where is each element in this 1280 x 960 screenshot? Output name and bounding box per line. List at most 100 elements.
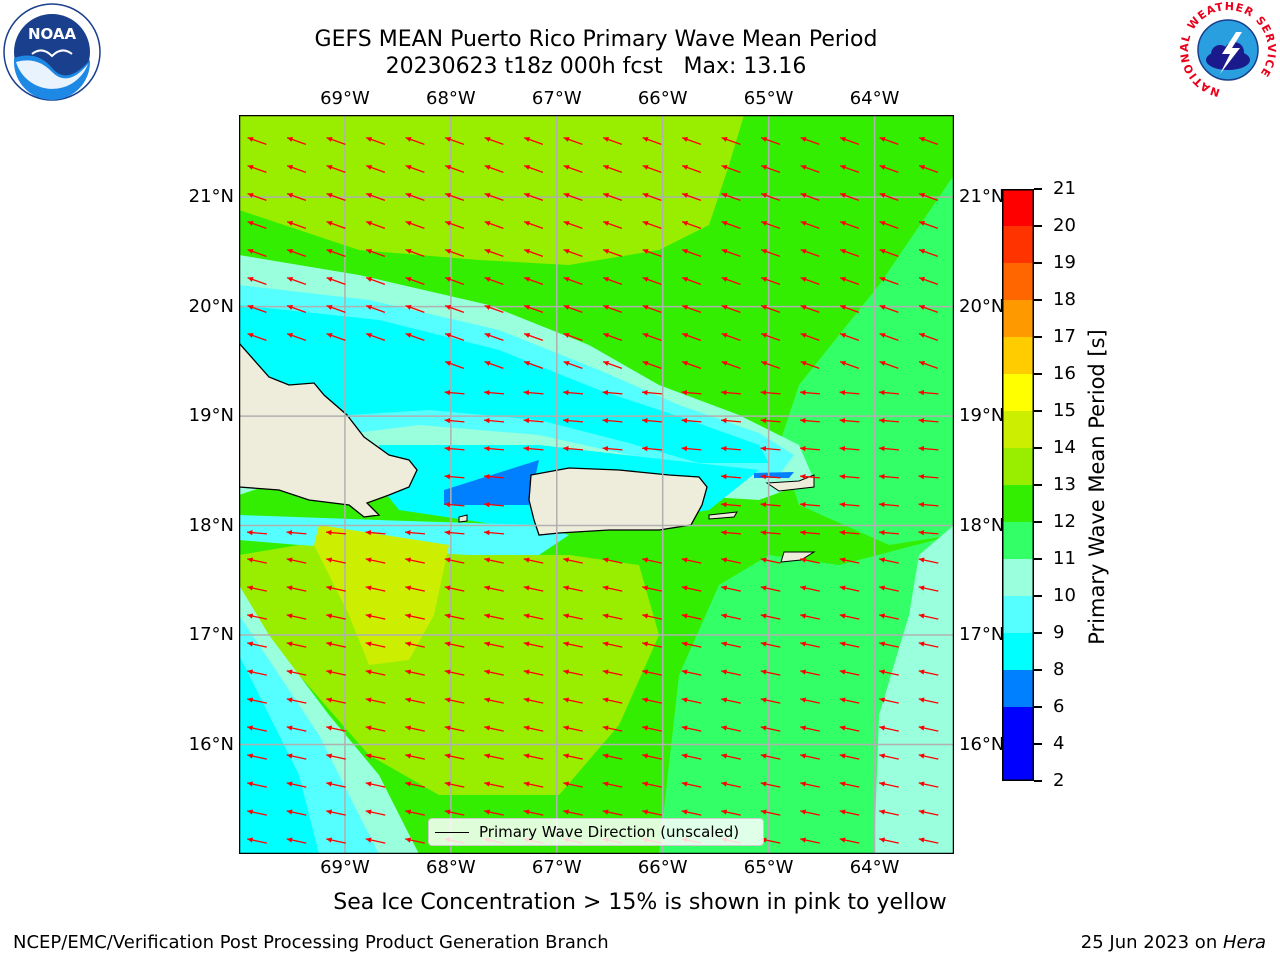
tick-label: 17°N bbox=[959, 624, 1005, 646]
wave-direction-arrow bbox=[839, 220, 860, 230]
legend-label: Primary Wave Direction (unscaled) bbox=[479, 823, 740, 841]
wave-direction-arrow bbox=[405, 585, 425, 592]
wave-direction-arrow bbox=[326, 304, 346, 314]
wave-direction-arrow bbox=[484, 725, 504, 732]
wave-direction-arrow bbox=[879, 697, 899, 704]
wave-direction-arrow bbox=[602, 304, 623, 314]
wave-direction-arrow bbox=[246, 529, 268, 536]
colorbar-tick bbox=[1034, 188, 1042, 190]
wave-direction-arrow bbox=[602, 725, 623, 732]
tick-label: 64°W bbox=[849, 88, 900, 109]
wave-direction-arrow bbox=[444, 697, 465, 704]
wave-direction-arrow bbox=[839, 529, 860, 536]
wave-direction-arrow bbox=[760, 501, 781, 508]
wave-direction-arrow bbox=[523, 613, 544, 620]
wave-direction-arrow bbox=[484, 360, 504, 370]
wave-direction-arrow bbox=[326, 641, 346, 648]
wave-direction-arrow bbox=[918, 445, 939, 452]
wave-direction-arrow bbox=[602, 417, 623, 424]
wave-direction-arrow bbox=[642, 248, 662, 258]
wave-direction-arrow bbox=[405, 697, 425, 704]
wave-direction-arrow bbox=[681, 613, 702, 620]
wave-direction-arrow bbox=[563, 641, 583, 648]
wave-direction-arrow bbox=[444, 389, 465, 396]
wave-direction-arrow bbox=[642, 276, 662, 286]
wave-direction-arrow bbox=[760, 613, 781, 620]
wave-direction-arrow bbox=[444, 585, 465, 592]
wave-direction-arrow bbox=[563, 136, 583, 146]
wave-direction-arrow bbox=[444, 557, 465, 564]
wave-direction-arrow bbox=[681, 697, 702, 704]
wave-direction-arrow bbox=[602, 220, 623, 230]
wave-direction-arrow bbox=[405, 725, 425, 732]
wave-direction-arrow bbox=[721, 669, 741, 676]
wave-direction-arrow bbox=[286, 248, 307, 258]
hispaniola-land bbox=[239, 342, 418, 518]
wave-direction-arrow bbox=[720, 417, 742, 424]
wave-direction-arrow bbox=[839, 501, 860, 508]
wave-direction-arrow bbox=[483, 389, 505, 396]
wave-direction-arrow bbox=[444, 501, 465, 508]
map-panel bbox=[239, 115, 954, 854]
tick-label: 18°N bbox=[959, 514, 1005, 536]
wave-direction-arrow bbox=[365, 164, 386, 174]
wave-direction-arrow bbox=[484, 136, 504, 146]
colorbar-swatch bbox=[1002, 633, 1034, 671]
wave-direction-arrow bbox=[800, 641, 820, 648]
tick-label: 21°N bbox=[188, 186, 234, 208]
wave-direction-arrow bbox=[563, 557, 583, 564]
wave-direction-arrow bbox=[444, 445, 465, 452]
wave-direction-arrow bbox=[760, 641, 781, 648]
noaa-logo: NOAA bbox=[3, 3, 101, 101]
wave-direction-arrow bbox=[247, 725, 267, 732]
colorbar-tick bbox=[1034, 262, 1042, 264]
wave-direction-arrow bbox=[879, 725, 899, 732]
wave-direction-arrow bbox=[483, 501, 505, 508]
colorbar-tick bbox=[1034, 299, 1042, 301]
wave-direction-arrow bbox=[326, 585, 346, 592]
colorbar-label: 14 bbox=[1053, 437, 1076, 458]
wave-direction-arrow bbox=[286, 164, 307, 174]
wave-direction-arrow bbox=[879, 304, 899, 314]
wave-direction-arrow bbox=[326, 725, 346, 732]
wave-direction-arrow bbox=[563, 276, 583, 286]
wave-direction-arrow bbox=[484, 332, 504, 342]
footer-left: NCEP/EMC/Verification Post Processing Pr… bbox=[13, 932, 609, 953]
wave-direction-arrow bbox=[602, 136, 623, 146]
wave-direction-arrow bbox=[799, 389, 821, 396]
wave-direction-arrow bbox=[839, 753, 860, 760]
wave-direction-arrow bbox=[800, 837, 820, 844]
wave-direction-arrow bbox=[879, 753, 899, 760]
wave-direction-arrow bbox=[247, 332, 267, 342]
wave-direction-arrow bbox=[563, 360, 583, 370]
wave-direction-arrow bbox=[879, 557, 899, 564]
wave-direction-arrow bbox=[879, 248, 899, 258]
wave-direction-arrow bbox=[523, 304, 544, 314]
wave-direction-arrow bbox=[642, 725, 662, 732]
colorbar-tick bbox=[1034, 706, 1042, 708]
wave-direction-arrow bbox=[405, 641, 425, 648]
colorbar-label: 16 bbox=[1053, 363, 1076, 384]
colorbar-label: 12 bbox=[1053, 511, 1076, 532]
wave-direction-arrow bbox=[602, 360, 623, 370]
wave-direction-arrow bbox=[563, 220, 583, 230]
wave-direction-arrow bbox=[365, 557, 386, 564]
wave-direction-arrow bbox=[602, 809, 623, 816]
wave-direction-arrow bbox=[484, 697, 504, 704]
wave-direction-arrow bbox=[523, 445, 544, 452]
wave-direction-arrow bbox=[720, 501, 742, 508]
wave-direction-arrow bbox=[642, 697, 662, 704]
wave-direction-arrow bbox=[879, 220, 899, 230]
seagull-icon bbox=[31, 49, 73, 58]
wave-direction-arrow bbox=[800, 136, 820, 146]
wave-direction-arrow bbox=[523, 697, 544, 704]
wave-direction-arrow bbox=[365, 304, 386, 314]
tick-label: 18°N bbox=[188, 514, 234, 536]
wave-direction-arrow bbox=[839, 809, 860, 816]
wave-direction-arrow bbox=[286, 753, 307, 760]
wave-direction-arrow bbox=[720, 445, 742, 452]
wave-direction-arrow bbox=[760, 557, 781, 564]
wave-direction-arrow bbox=[563, 753, 583, 760]
wave-direction-arrow bbox=[760, 781, 781, 788]
nws-logo: NATIONAL WEATHER SERVICE bbox=[1178, 2, 1277, 98]
